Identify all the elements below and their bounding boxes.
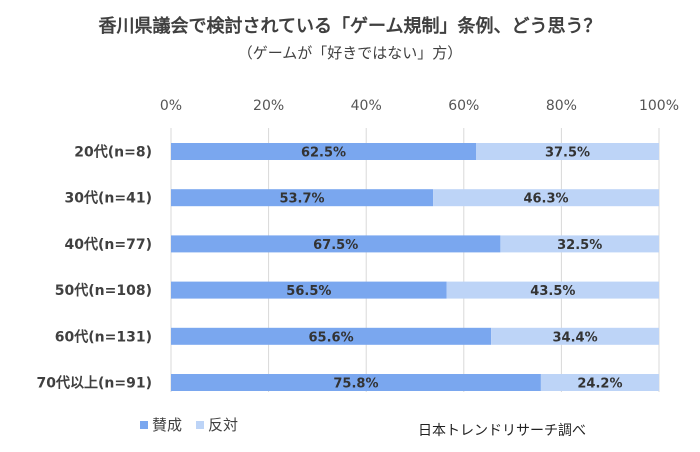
- legend-item-disagree: 反対: [196, 414, 238, 435]
- category-label-3: 50代(n=108): [55, 282, 152, 299]
- data-label-agree-0: 62.5%: [301, 146, 346, 161]
- x-tick-label-4: 80%: [546, 98, 577, 114]
- bar-disagree-4: [491, 327, 659, 345]
- data-label-agree-3: 56.5%: [286, 284, 331, 299]
- bar-disagree-3: [446, 281, 659, 299]
- bar-disagree-2: [500, 235, 659, 253]
- bar-agree-0: [171, 143, 476, 160]
- chart-title: 香川県議会で検討されている「ゲーム規制」条例、どう思う？: [98, 16, 602, 37]
- legend: 賛成 反対: [140, 414, 252, 435]
- legend-swatch-disagree: [196, 420, 205, 429]
- category-label-1: 30代(n=41): [65, 190, 152, 207]
- data-label-disagree-0: 37.5%: [545, 146, 590, 161]
- bar-disagree-0: [476, 143, 659, 160]
- data-label-disagree-2: 32.5%: [557, 238, 602, 253]
- bar-agree-4: [171, 327, 492, 345]
- x-tick-label-0: 0%: [160, 98, 182, 114]
- data-label-agree-5: 75.8%: [333, 377, 378, 392]
- category-label-4: 60代(n=131): [55, 328, 152, 345]
- data-label-agree-4: 65.6%: [309, 330, 354, 345]
- x-tick-label-3: 60%: [448, 98, 479, 114]
- bar-disagree-5: [540, 374, 659, 391]
- legend-label-agree: 賛成: [152, 416, 183, 434]
- bar-agree-2: [171, 235, 501, 253]
- data-label-disagree-1: 46.3%: [523, 192, 568, 207]
- data-label-disagree-5: 24.2%: [577, 377, 622, 392]
- category-label-2: 40代(n=77): [65, 236, 152, 253]
- data-label-agree-2: 67.5%: [313, 238, 358, 253]
- data-label-agree-1: 53.7%: [279, 192, 324, 207]
- bar-disagree-1: [433, 189, 659, 207]
- x-tick-label-2: 40%: [351, 98, 382, 114]
- x-tick-label-5: 100%: [639, 98, 679, 114]
- legend-item-agree: 賛成: [140, 414, 182, 435]
- legend-label-disagree: 反対: [208, 416, 239, 434]
- bar-agree-3: [171, 281, 447, 299]
- bar-agree-5: [171, 374, 541, 391]
- category-label-0: 20代(n=8): [74, 144, 152, 161]
- data-label-disagree-3: 43.5%: [530, 284, 575, 299]
- x-tick-label-1: 20%: [253, 98, 284, 114]
- legend-swatch-agree: [140, 420, 148, 429]
- source-note: 日本トレンドリサーチ調べ: [418, 423, 586, 439]
- chart-subtitle: （ゲームが「好きではない」方）: [237, 44, 463, 62]
- data-label-disagree-4: 34.4%: [553, 330, 598, 345]
- bar-agree-1: [171, 189, 434, 207]
- category-label-5: 70代以上(n=91): [37, 375, 152, 392]
